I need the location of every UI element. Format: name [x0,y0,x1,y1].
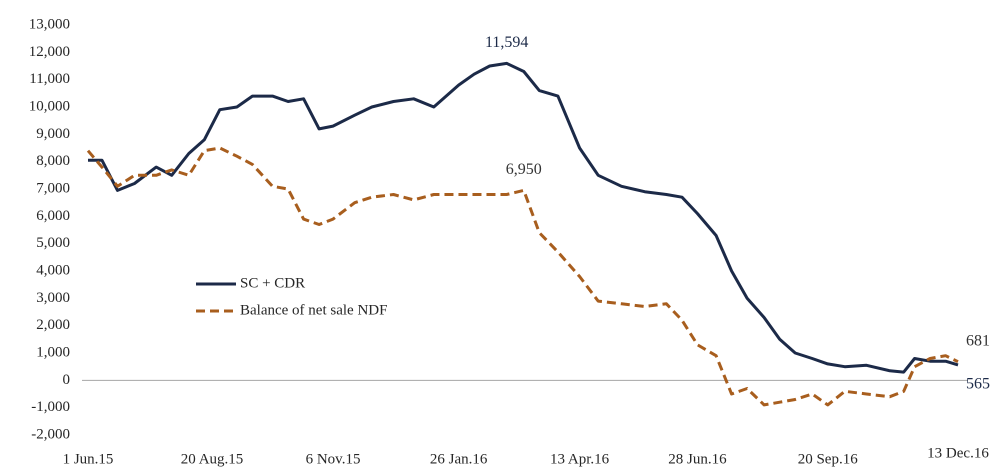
legend-label: Balance of net sale NDF [240,302,387,318]
series-line [88,61,959,374]
x-tick-label: 13 Dec.16 [927,445,989,461]
data-label: 6,950 [506,161,542,178]
y-tick-label: 2,000 [36,317,70,333]
y-tick-label: 6,000 [36,208,70,224]
y-tick-label: 9,000 [36,126,70,142]
y-tick-label: 5,000 [36,235,70,251]
y-tick-label: 12,000 [29,44,70,60]
x-tick-label: 1 Jun.15 [63,451,114,467]
y-tick-label: 0 [63,372,71,388]
y-tick-label: 1,000 [36,344,70,360]
x-tick-label: 28 Jun.16 [668,451,727,467]
x-tick-label: 13 Apr.16 [550,451,610,467]
legend-label: SC + CDR [240,275,305,291]
x-tick-label: 20 Sep.16 [798,451,859,467]
data-label: 565 [966,376,990,393]
y-tick-label: 4,000 [36,262,70,278]
x-tick-label: 20 Aug.15 [181,451,244,467]
x-tick-label: 6 Nov.15 [306,451,361,467]
y-tick-label: 11,000 [29,71,70,87]
y-tick-label: 10,000 [29,98,70,114]
series-line [86,146,959,407]
data-label: 11,594 [485,34,528,51]
x-tick-label: 26 Jan.16 [430,451,488,467]
y-tick-label: 8,000 [36,153,70,169]
y-tick-label: 3,000 [36,290,70,306]
y-tick-label: -1,000 [31,399,70,415]
y-tick-label: 7,000 [36,180,70,196]
y-tick-label: 13,000 [29,16,70,32]
data-label: 681 [966,332,990,349]
y-tick-label: -2,000 [31,426,70,442]
